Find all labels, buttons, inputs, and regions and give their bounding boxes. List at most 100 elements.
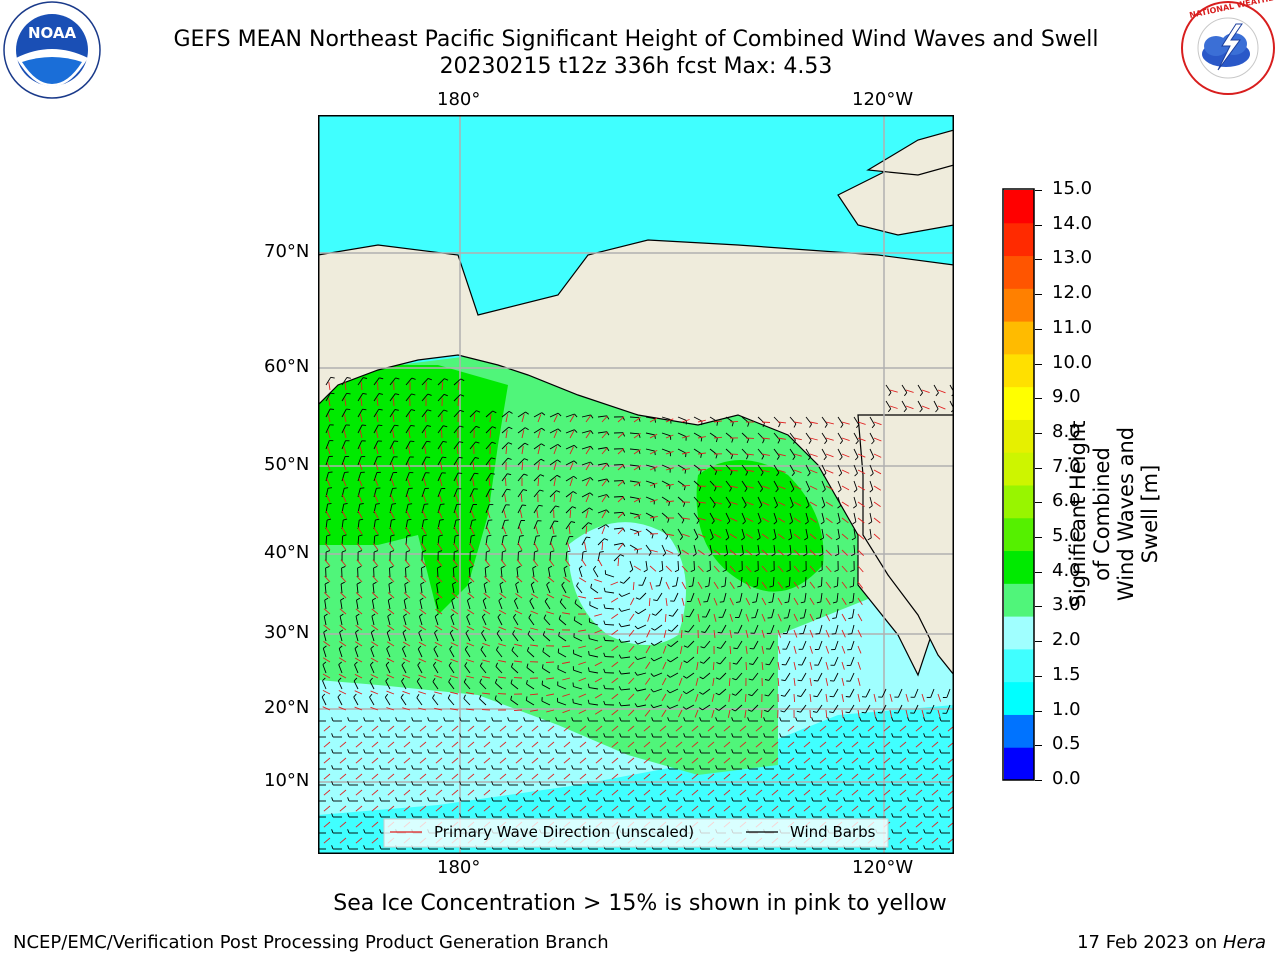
wave-direction-arrow <box>451 757 459 764</box>
wind-barb-flag <box>464 662 468 666</box>
wind-barb-flag <box>923 813 926 818</box>
wave-direction-arrow <box>418 641 427 647</box>
wind-barb <box>897 688 903 698</box>
wind-barb-flag <box>418 629 423 633</box>
wave-direction-arrow <box>755 725 763 732</box>
wind-barb <box>449 632 455 642</box>
wind-barb-flag <box>757 521 762 525</box>
wave-direction-arrow <box>809 501 818 507</box>
wind-barb <box>467 584 471 594</box>
wave-direction-arrow <box>548 559 555 567</box>
wave-direction-arrow <box>322 706 331 711</box>
wind-barb-flag <box>779 765 782 770</box>
wind-barb <box>805 464 811 474</box>
wind-barb <box>637 656 647 661</box>
wind-barb-flag <box>795 797 798 802</box>
wind-barb <box>659 576 663 586</box>
wave-direction-arrow <box>851 757 859 764</box>
wind-barb <box>770 624 775 634</box>
wind-barb-flag <box>402 645 406 650</box>
wave-direction-arrow <box>355 773 363 780</box>
wave-direction-arrow <box>713 565 720 573</box>
wave-direction-arrow <box>711 693 715 702</box>
wave-direction-arrow <box>681 484 691 487</box>
run-date-text: 17 Feb 2023 on <box>1077 932 1223 953</box>
wave-direction-arrow <box>744 693 747 703</box>
wind-barb <box>693 544 697 554</box>
wave-direction-arrow <box>648 597 651 607</box>
wave-direction-arrow <box>649 482 658 487</box>
wave-direction-arrow <box>661 677 667 686</box>
wave-direction-arrow <box>678 677 683 686</box>
wind-barb-flag <box>542 647 545 652</box>
wave-direction-arrow <box>451 789 459 796</box>
wind-barb <box>677 544 682 554</box>
wave-direction-arrow <box>402 641 411 647</box>
wave-direction-arrow <box>681 597 685 606</box>
wind-barb <box>821 528 825 538</box>
wave-direction-arrow <box>521 430 525 439</box>
wave-direction-arrow <box>601 526 606 535</box>
wind-barb-flag <box>667 733 670 738</box>
wind-barb-flag <box>338 645 343 649</box>
wind-barb-flag <box>747 765 750 770</box>
wind-barb <box>849 672 855 682</box>
wind-barb <box>497 616 503 626</box>
lat-label-40n: 40°N <box>264 542 310 563</box>
wind-barb <box>621 592 631 597</box>
wave-direction-arrow <box>889 709 893 718</box>
wind-barb <box>373 377 380 386</box>
wind-barb-flag <box>652 517 655 522</box>
wind-barb-flag <box>822 472 827 477</box>
wind-barb <box>517 442 526 450</box>
wind-barb-flag <box>715 813 718 818</box>
wave-direction-arrow <box>355 837 363 844</box>
wind-barb-flag <box>817 585 822 588</box>
wind-barb <box>565 475 574 482</box>
wind-barb <box>466 616 471 626</box>
wind-barb <box>339 632 343 642</box>
wave-direction-arrow <box>777 421 787 424</box>
wind-barb <box>405 488 410 498</box>
wave-direction-arrow <box>595 757 603 764</box>
wind-barb <box>789 480 795 490</box>
wind-barb <box>914 688 919 698</box>
wave-direction-arrow <box>633 417 641 423</box>
wave-direction-arrow <box>339 725 347 732</box>
wave-direction-arrow <box>793 501 802 507</box>
wind-barb-flag <box>523 473 528 476</box>
wind-barb-flag <box>792 456 796 460</box>
wave-direction-arrow <box>546 611 555 615</box>
wave-direction-arrow <box>707 757 715 764</box>
wind-barb-flag <box>443 409 448 412</box>
wind-barb <box>869 432 875 442</box>
wave-direction-arrow <box>739 741 747 748</box>
wave-direction-arrow <box>601 463 608 471</box>
wave-direction-arrow <box>529 693 539 696</box>
wind-barb-flag <box>891 765 894 770</box>
wind-barb-flag <box>498 597 503 601</box>
wind-barb-flag <box>870 473 874 477</box>
wave-direction-arrow <box>515 725 523 732</box>
wave-direction-arrow <box>644 709 651 717</box>
wave-direction-arrow <box>681 419 690 423</box>
wind-barb-flag <box>359 503 364 505</box>
wind-barb <box>756 576 759 587</box>
wind-barb-flag <box>699 733 702 738</box>
wave-direction-arrow <box>595 773 603 780</box>
wave-direction-arrow <box>835 725 843 732</box>
wave-direction-arrow <box>387 789 395 796</box>
wind-barb <box>353 696 359 706</box>
wind-barb-flag <box>459 797 462 802</box>
wind-barb <box>435 600 439 610</box>
wind-barb-flag <box>427 409 432 412</box>
wave-direction-arrow <box>579 789 587 796</box>
wave-direction-arrow <box>487 494 491 503</box>
wind-barb <box>405 440 411 450</box>
wind-barb-flag <box>557 648 560 653</box>
wind-barb <box>565 536 570 546</box>
wave-direction-arrow <box>418 658 427 663</box>
wind-barb-flag <box>475 733 478 738</box>
wind-barb-flag <box>730 454 734 459</box>
wind-barb-flag <box>411 377 416 380</box>
